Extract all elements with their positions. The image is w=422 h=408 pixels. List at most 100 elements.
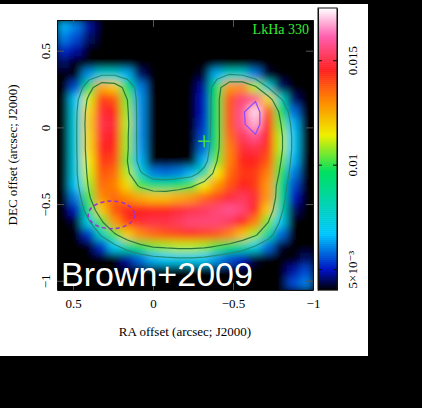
heatmap-cell <box>287 142 301 155</box>
heatmap-cell <box>300 167 313 180</box>
heatmap-cell <box>159 81 173 94</box>
tick-mark <box>318 269 322 270</box>
tick <box>73 20 74 27</box>
heatmap-cell <box>249 93 263 106</box>
heatmap-cell <box>82 32 96 45</box>
chart-root: 0.50−0.5−1−1−0.500.5RA offset (arcsec; J… <box>0 0 422 408</box>
heatmap-cell <box>261 105 275 118</box>
heatmap-cell <box>172 118 186 131</box>
heatmap-cell <box>249 142 263 155</box>
heatmap-cell <box>210 93 224 106</box>
heatmap-cell <box>172 44 186 57</box>
heatmap-cell <box>57 44 70 57</box>
tick-label: −1 <box>38 274 53 288</box>
heatmap-cell <box>261 167 275 180</box>
heatmap-cell <box>133 105 147 118</box>
heatmap-cell <box>57 81 70 94</box>
heatmap-cell <box>300 93 313 106</box>
heatmap-cell <box>274 56 288 69</box>
heatmap-cell <box>236 191 250 204</box>
heatmap-cell <box>146 69 160 82</box>
heatmap-cell <box>133 204 147 217</box>
heatmap-cell <box>57 240 70 253</box>
heatmap-cell <box>133 44 147 57</box>
heatmap-cell <box>69 240 83 253</box>
heatmap-cell <box>82 118 96 131</box>
heatmap-cell <box>249 216 263 229</box>
colorbar-frame <box>318 8 337 290</box>
heatmap-cell <box>261 253 275 266</box>
heatmap-cell <box>121 179 135 192</box>
tick-label: 5×10⁻³ <box>345 251 360 289</box>
heatmap-cell <box>146 130 160 143</box>
heatmap-cell <box>57 191 70 204</box>
heatmap-cell <box>274 240 288 253</box>
tick: 0.015 <box>333 46 360 75</box>
heatmap-cell <box>261 56 275 69</box>
heatmap-cell <box>57 130 70 143</box>
heatmap-cell <box>159 105 173 118</box>
heatmap-cell <box>287 56 301 69</box>
heatmap-cell <box>287 204 301 217</box>
heatmap-cell <box>223 20 237 33</box>
heatmap-cell <box>236 130 250 143</box>
heatmap-cell <box>210 20 224 33</box>
credit-label: Brown+2009 <box>61 255 253 293</box>
heatmap-cell <box>210 191 224 204</box>
heatmap-cell <box>57 155 70 168</box>
heatmap-cell <box>287 265 301 278</box>
tick-label: −0.5 <box>38 193 53 217</box>
heatmap-cell <box>82 155 96 168</box>
heatmap-cell <box>95 142 109 155</box>
heatmap-cell <box>82 56 96 69</box>
tick-label: 0.5 <box>38 43 53 59</box>
heatmap-cell <box>108 32 122 45</box>
heatmap-cell <box>159 216 173 229</box>
beam-ellipse <box>88 201 134 229</box>
heatmap-cell <box>261 265 275 278</box>
axis-line <box>313 21 314 291</box>
heatmap-cell <box>185 32 199 45</box>
heatmap-cell <box>159 155 173 168</box>
heatmap-cell <box>236 167 250 180</box>
heatmap-cell <box>159 118 173 131</box>
heatmap-cell <box>236 179 250 192</box>
heatmap-cell <box>69 93 83 106</box>
axis-line <box>57 21 58 291</box>
heatmap-cell <box>249 179 263 192</box>
heatmap-cell <box>197 167 211 180</box>
heatmap-cell <box>108 155 122 168</box>
heatmap-cell <box>249 204 263 217</box>
heatmap-cell <box>159 228 173 241</box>
heatmap-cell <box>121 44 135 57</box>
heatmap-cell <box>300 265 313 278</box>
heatmap-cell <box>185 81 199 94</box>
heatmap-cell <box>108 167 122 180</box>
heatmap-cell <box>172 142 186 155</box>
heatmap-cell <box>108 105 122 118</box>
tick: 0.5 <box>38 43 64 59</box>
heatmap-cell <box>223 179 237 192</box>
tick-mark <box>57 127 64 128</box>
heatmap-cell <box>121 204 135 217</box>
heatmap-cell <box>133 179 147 192</box>
heatmap-cell <box>236 118 250 131</box>
heatmap-cell <box>300 155 313 168</box>
colorbar-axis: 5×10⁻³0.010.015 <box>333 9 360 291</box>
heatmap-cell <box>236 44 250 57</box>
heatmap-cell <box>274 277 288 290</box>
heatmap-cell <box>95 167 109 180</box>
heatmap-cell <box>223 56 237 69</box>
heatmap-cell <box>159 32 173 45</box>
heatmap-cell <box>249 44 263 57</box>
heatmap-cell <box>236 228 250 241</box>
heatmap-cell <box>82 142 96 155</box>
tick <box>318 165 322 166</box>
heatmap-cell <box>210 216 224 229</box>
heatmap-cell <box>133 32 147 45</box>
heatmap-cell <box>69 105 83 118</box>
heatmap-cell <box>223 142 237 155</box>
heatmap-cell <box>57 69 70 82</box>
heatmap-cell <box>210 32 224 45</box>
contour-line <box>85 82 283 249</box>
